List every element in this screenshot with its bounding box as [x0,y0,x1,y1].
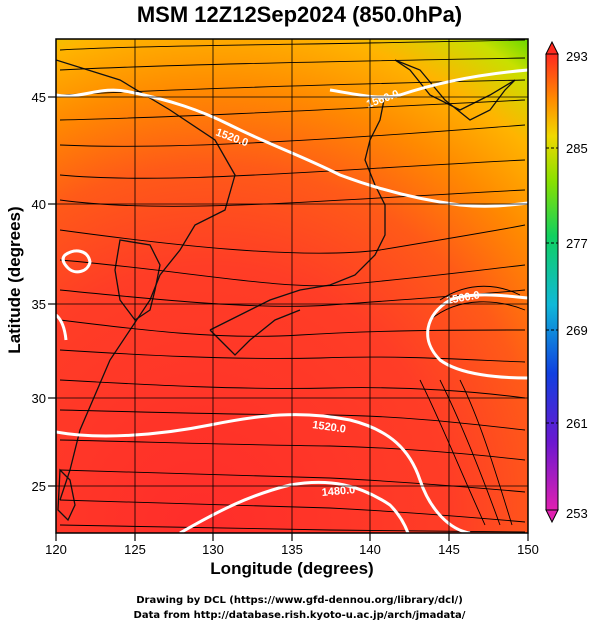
x-axis-label: Longitude (degrees) [210,559,374,578]
x-tick-label: 145 [438,542,460,557]
y-tick-label: 30 [32,391,46,406]
y-tick-label: 35 [32,297,46,312]
colorbar-tick-label: 269 [566,323,588,338]
colorbar: 293 285 277 269 261 253 [545,40,588,524]
y-tick-label: 45 [32,90,46,105]
x-tick-label: 125 [124,542,146,557]
contour-label-1560-east: 1560.0 [445,289,480,307]
coastlines [56,59,516,522]
colorbar-tick-label: 253 [566,506,588,521]
geopotential-contours [56,68,528,533]
x-tick-label: 135 [281,542,303,557]
map-title: MSM 12Z12Sep2024 (850.0hPa) [136,2,463,27]
credit-data-source: Data from http://database.rish.kyoto-u.a… [133,610,466,621]
y-tick-label: 25 [32,479,46,494]
colorbar-tick-label: 293 [566,49,588,64]
x-tick-label: 150 [517,542,539,557]
colorbar-tick-label: 261 [566,416,588,431]
colorbar-tick-label: 285 [566,141,588,156]
axis-ticks [48,96,529,541]
x-tick-label: 140 [359,542,381,557]
colorbar-tick-label: 277 [566,236,588,251]
contour-label-1520-south: 1520.0 [312,419,347,436]
graticule [56,39,528,533]
credit-drawing: Drawing by DCL (https://www.gfd-dennou.o… [136,595,463,606]
x-tick-label: 120 [45,542,67,557]
x-tick-label: 130 [202,542,224,557]
contour-label-1480: 1480.0 [321,484,356,499]
y-tick-label: 40 [32,197,46,212]
